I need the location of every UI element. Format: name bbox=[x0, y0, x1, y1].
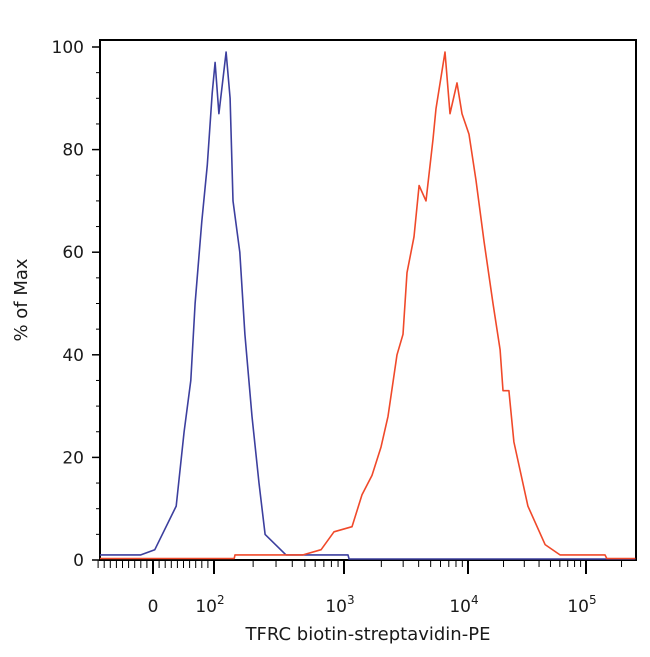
x-tick-exponent: 3 bbox=[347, 593, 355, 607]
x-tick-label: 104 bbox=[449, 593, 478, 617]
y-axis-title: % of Max bbox=[11, 258, 32, 341]
x-tick-exponent: 2 bbox=[217, 593, 225, 607]
x-tick-exponent: 4 bbox=[471, 593, 479, 607]
x-tick-base: 10 bbox=[449, 597, 471, 617]
x-tick-label: 0 bbox=[148, 597, 159, 617]
series-group bbox=[99, 51, 636, 560]
histogram-series-1 bbox=[99, 51, 636, 560]
x-tick-base: 10 bbox=[325, 597, 347, 617]
x-axis-title: TFRC biotin-streptavidin-PE bbox=[245, 624, 491, 645]
x-tick-exponent: 5 bbox=[589, 593, 597, 607]
y-tick-label: 100 bbox=[52, 38, 84, 58]
x-tick-base: 10 bbox=[195, 597, 217, 617]
y-tick-label: 80 bbox=[62, 141, 84, 161]
x-tick-base: 10 bbox=[567, 597, 589, 617]
x-tick-label: 103 bbox=[325, 593, 354, 617]
x-tick-label: 102 bbox=[195, 593, 224, 617]
y-tick-label: 0 bbox=[73, 551, 84, 571]
x-axis: 0 102 103 104 105 bbox=[97, 559, 636, 617]
histogram-series-2 bbox=[99, 51, 636, 560]
y-tick-label: 40 bbox=[62, 346, 84, 366]
y-tick-label: 20 bbox=[62, 448, 84, 468]
x-tick-label: 105 bbox=[567, 593, 596, 617]
x-tick-base: 0 bbox=[148, 597, 159, 617]
y-axis: 0 20 40 60 80 100 bbox=[52, 38, 100, 571]
y-tick-label: 60 bbox=[62, 243, 84, 263]
